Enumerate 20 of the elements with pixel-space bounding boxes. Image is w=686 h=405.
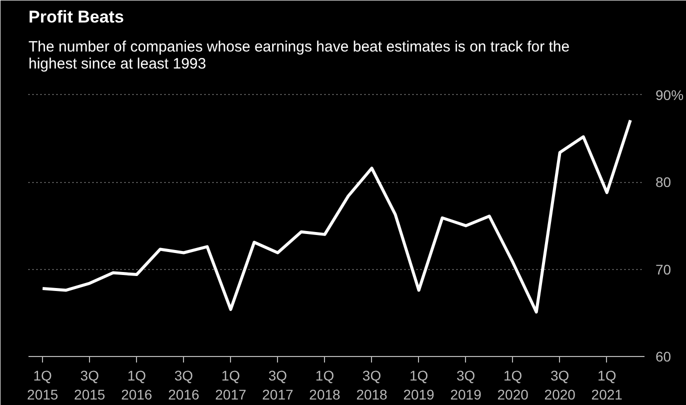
y-tick-label: 80: [656, 174, 672, 190]
x-tick-label: 1Q 2019: [403, 368, 435, 403]
y-tick-label: 70: [656, 261, 672, 278]
x-tick-label: 3Q 2015: [74, 368, 106, 403]
x-tick-label: 3Q 2020: [544, 368, 576, 403]
x-tick-label: 1Q 2016: [121, 368, 152, 403]
x-tick-label: 1Q 2015: [27, 368, 58, 403]
x-tick-label: 3Q 2019: [450, 368, 482, 403]
y-tick-label: 90%: [656, 86, 684, 103]
x-tick-label: 1Q 2020: [497, 368, 529, 403]
x-tick-label: 3Q 2017: [262, 368, 294, 403]
line-series: [41, 118, 632, 314]
y-tick-label: 60: [656, 348, 672, 364]
x-tick-label: 1Q 2021: [591, 368, 623, 403]
x-tick-label: 1Q 2017: [215, 368, 246, 403]
chart-subtitle: The number of companies whose earnings have beat estimates is on track for the highest since at least 1993: [28, 38, 570, 72]
x-tick-label: 3Q 2016: [168, 368, 200, 403]
chart-title: Profit Beats: [28, 8, 124, 26]
x-tick-label: 1Q 2018: [309, 368, 341, 403]
x-tick-label: 3Q 2018: [356, 368, 388, 403]
